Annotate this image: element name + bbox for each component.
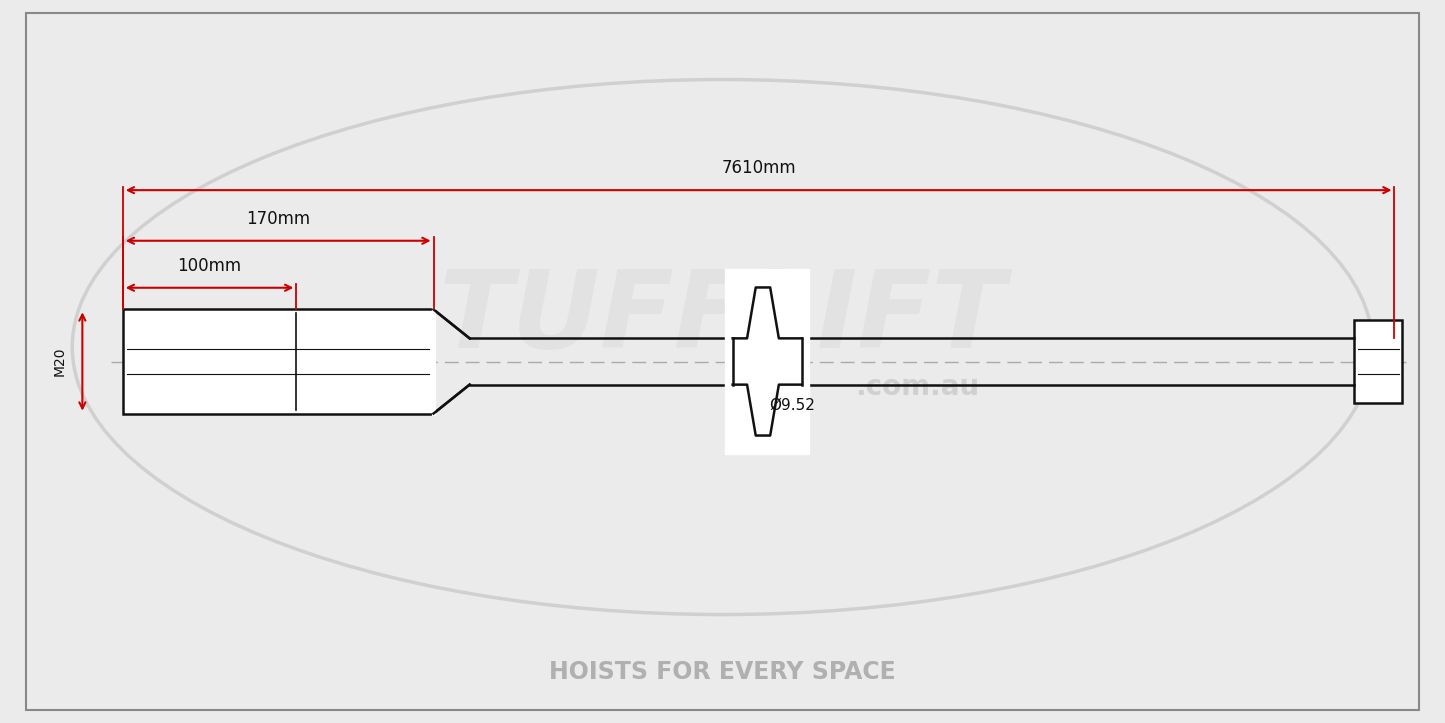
Text: Ø9.52: Ø9.52 [769,398,815,413]
Bar [1354,320,1402,403]
Bar [123,309,433,414]
Text: M20: M20 [52,347,66,376]
Text: 100mm: 100mm [178,257,241,275]
Text: .com.au: .com.au [855,373,980,401]
Text: TUFFLIFT: TUFFLIFT [439,265,1006,371]
Text: 7610mm: 7610mm [721,159,796,177]
Text: 170mm: 170mm [246,210,311,228]
Text: HOISTS FOR EVERY SPACE: HOISTS FOR EVERY SPACE [549,660,896,685]
